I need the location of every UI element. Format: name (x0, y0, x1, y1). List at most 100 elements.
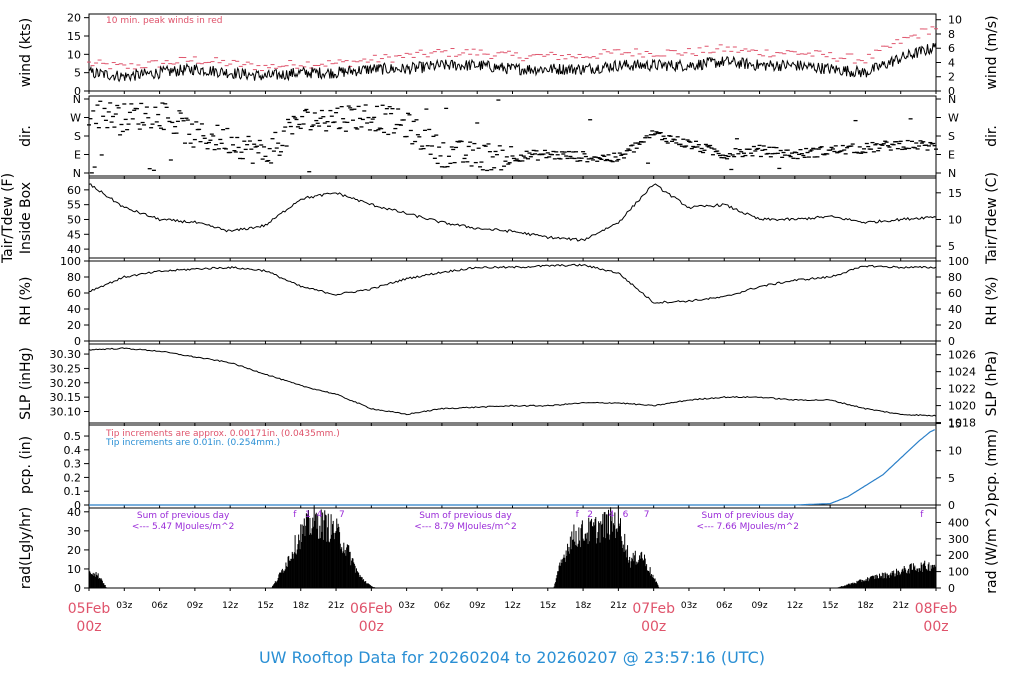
rad-hour-mark: 6 (623, 510, 629, 520)
temp-ytick-label: 40 (67, 243, 81, 256)
x-date-time-label: 00z (641, 619, 666, 635)
rh-rtick-label: 80 (948, 271, 962, 284)
pcp-rtick-label: 0 (948, 499, 955, 512)
rh-rtick-label: 60 (948, 287, 962, 300)
x-date-label: 08Feb (915, 601, 958, 617)
rad-hour-mark: 1 (305, 510, 311, 520)
x-hour-label: 15z (540, 601, 556, 611)
dir-ylabel-right: dir. (984, 125, 1000, 147)
rad-ytick-label: 30 (67, 525, 81, 538)
x-hour-label: 15z (257, 601, 273, 611)
pcp-note-tip: Tip increments are 0.01in. (0.254mm.) (105, 438, 280, 448)
rad-ytick-label: 0 (74, 582, 81, 595)
slp-rtick-label: 1018 (948, 417, 976, 430)
wind-rtick-label: 0 (948, 85, 955, 98)
rh-line (89, 263, 937, 304)
temp-ylabel-2: Inside Box (18, 182, 34, 254)
temp-ytick-label: 50 (67, 213, 81, 226)
pcp-ytick-label: 0.3 (64, 458, 82, 471)
dir-rtick-label: N (948, 167, 956, 180)
temp-ylabel: Tair/Tdew (F) (0, 173, 16, 264)
slp-ylabel-right: SLP (hPa) (984, 351, 1000, 417)
rad-sum-note-line2: <--- 7.66 MJoules/m^2 (697, 522, 799, 532)
temp-rtick-label: 15 (948, 187, 962, 200)
rad-hour-mark: f (576, 510, 580, 520)
slp-ytick-label: 30.10 (50, 406, 82, 419)
wind-ytick-label: 5 (74, 67, 81, 80)
x-date-label: 05Feb (68, 601, 111, 617)
slp-ylabel: SLP (inHg) (18, 347, 34, 420)
dir-panel-frame (88, 95, 937, 177)
x-hour-label: 18z (857, 601, 873, 611)
temp-rtick-label: 5 (948, 240, 955, 253)
rh-ytick-label: 0 (74, 335, 81, 348)
temp-ytick-label: 60 (67, 184, 81, 197)
slp-ytick-label: 30.25 (50, 362, 82, 375)
wind-annotation: 10 min. peak winds in red (106, 16, 223, 26)
rad-ylabel: rad(Lgly/hr) (18, 507, 34, 589)
x-hour-label: 15z (822, 601, 838, 611)
rad-rtick-label: 100 (948, 566, 969, 579)
temp-line (88, 183, 937, 242)
wind-rtick-label: 2 (948, 71, 955, 84)
rh-ytick-label: 80 (67, 271, 81, 284)
pcp-rtick-label: 10 (948, 445, 962, 458)
rad-sum-note-line2: <--- 5.47 MJoules/m^2 (132, 522, 234, 532)
rh-rtick-label: 0 (948, 335, 955, 348)
temp-ytick-label: 45 (67, 228, 81, 241)
slp-line (88, 347, 937, 417)
rh-rtick-label: 40 (948, 303, 962, 316)
rad-hour-mark: 7 (339, 510, 345, 520)
x-hour-label: 12z (222, 601, 238, 611)
rad-hour-mark: 7 (644, 510, 650, 520)
dir-ytick-label: E (74, 149, 81, 162)
pcp-ylabel-right: pcp. (mm) (984, 429, 1000, 502)
dir-rtick-label: E (948, 149, 955, 162)
temp-ytick-label: 55 (67, 199, 81, 212)
pcp-note-approx: Tip increments are approx. 0.00171in. (0… (105, 429, 340, 439)
rad-ytick-label: 20 (67, 544, 81, 557)
rh-panel-frame (88, 260, 937, 342)
rad-sum-note-line1: Sum of previous day (137, 511, 230, 521)
rh-ytick-label: 100 (60, 255, 81, 268)
rad-hour-mark: f (920, 510, 924, 520)
pcp-ytick-label: 0.5 (64, 430, 82, 443)
dir-ylabel: dir. (18, 125, 34, 147)
rad-sum-note-line1: Sum of previous day (702, 511, 795, 521)
pcp-ytick-label: 0.4 (64, 444, 82, 457)
pcp-ytick-label: 0 (74, 499, 81, 512)
wind-rtick-label: 6 (948, 42, 955, 55)
rad-ylabel-right: rad (W/m^2) (984, 502, 1000, 593)
wind-rtick-label: 10 (948, 14, 962, 27)
dir-ytick-label: S (74, 130, 81, 143)
pcp-ylabel: pcp. (in) (18, 436, 34, 494)
rad-rtick-label: 0 (948, 582, 955, 595)
rad-rtick-label: 300 (948, 533, 969, 546)
slp-rtick-label: 1026 (948, 349, 976, 362)
rad-rtick-label: 200 (948, 549, 969, 562)
x-date-time-label: 00z (76, 619, 101, 635)
x-hour-label: 18z (575, 601, 591, 611)
x-hour-label: 12z (504, 601, 520, 611)
x-hour-label: 03z (399, 601, 415, 611)
wind-ytick-label: 0 (74, 85, 81, 98)
wind-ytick-label: 20 (67, 12, 81, 25)
wind-ylabel: wind (kts) (18, 18, 34, 87)
x-hour-label: 21z (328, 601, 344, 611)
x-hour-label: 03z (681, 601, 697, 611)
x-hour-label: 12z (787, 601, 803, 611)
slp-rtick-label: 1024 (948, 366, 976, 379)
wind-rtick-label: 4 (948, 56, 955, 69)
x-hour-label: 06z (434, 601, 450, 611)
pcp-line (89, 429, 936, 506)
rh-rtick-label: 100 (948, 255, 969, 268)
x-date-label: 06Feb (350, 601, 393, 617)
x-hour-label: 06z (151, 601, 167, 611)
dir-ytick-label: W (70, 112, 81, 125)
slp-ytick-label: 30.15 (50, 391, 82, 404)
x-hour-label: 09z (187, 601, 203, 611)
rad-hour-mark: 4 (608, 510, 614, 520)
dir-ytick-label: N (73, 93, 81, 106)
temp-ylabel-right: Tair/Tdew (C) (984, 172, 1000, 265)
